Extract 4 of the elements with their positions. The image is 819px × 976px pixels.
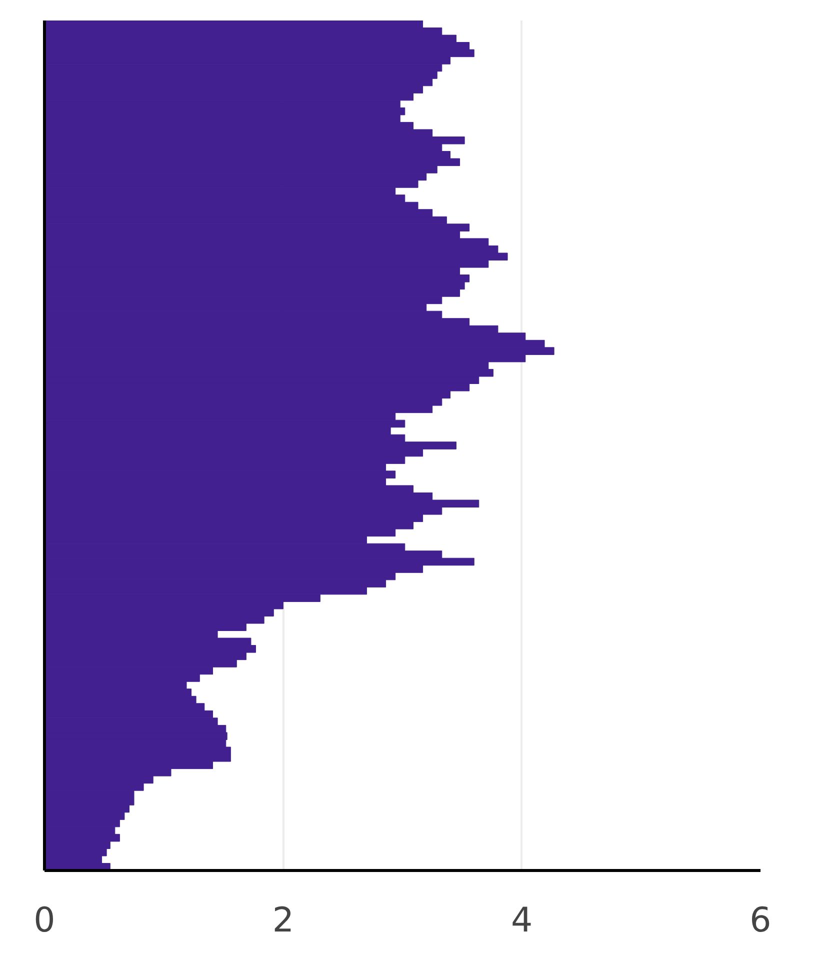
x-tick-label: 4 <box>511 900 533 940</box>
x-tick-label: 6 <box>750 900 772 940</box>
x-tick-label: 2 <box>272 900 294 940</box>
x-tick-label: 0 <box>34 900 56 940</box>
